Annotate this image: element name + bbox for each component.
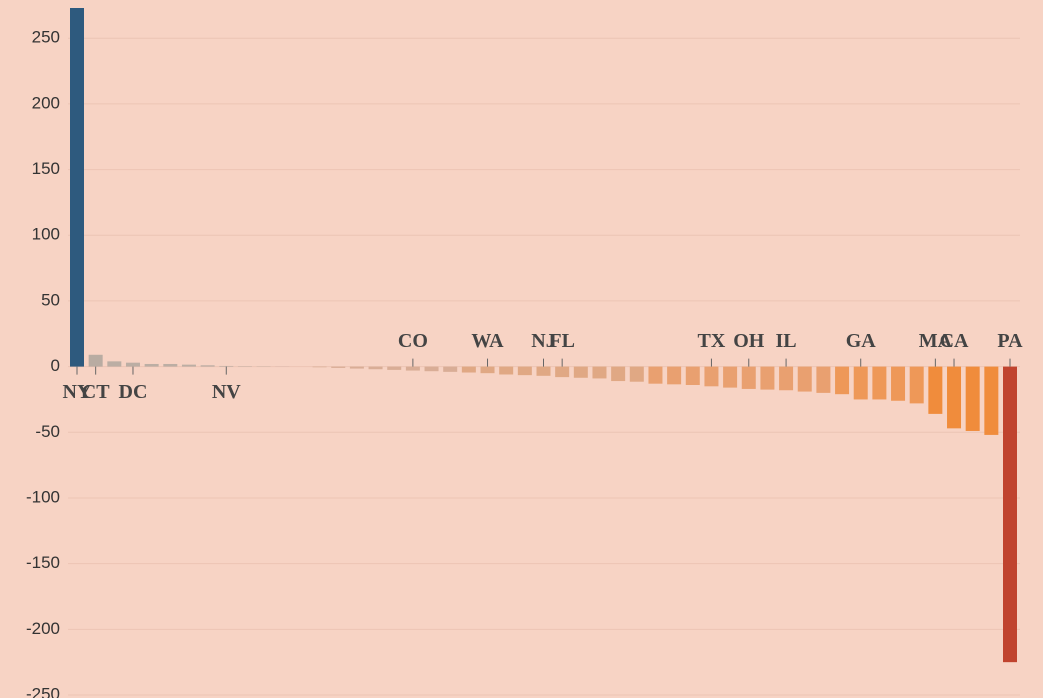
bar — [947, 366, 962, 429]
y-tick-label: -100 — [26, 487, 60, 506]
x-tick-label: IL — [776, 330, 797, 352]
bar — [517, 366, 532, 376]
bar — [424, 366, 439, 372]
y-tick-label: 50 — [41, 290, 60, 309]
bar — [144, 363, 159, 367]
y-tick-label: 150 — [32, 159, 60, 178]
bar — [779, 366, 794, 391]
bar — [741, 366, 756, 389]
bar — [163, 363, 178, 367]
bar — [704, 366, 719, 387]
bar — [797, 366, 812, 392]
bar — [984, 366, 999, 435]
y-tick-label: 200 — [32, 93, 60, 112]
y-tick-label: -150 — [26, 553, 60, 572]
x-tick-label: OH — [733, 330, 765, 352]
bar — [909, 366, 924, 404]
bar — [219, 365, 234, 367]
y-tick-label: 250 — [32, 28, 60, 47]
bar — [592, 366, 607, 379]
bar — [611, 366, 626, 382]
bar — [685, 366, 700, 385]
bar — [891, 366, 906, 401]
bar — [499, 366, 514, 375]
bar — [1003, 366, 1017, 663]
bar — [648, 366, 663, 384]
bar — [331, 366, 346, 368]
y-tick-label: 100 — [32, 225, 60, 244]
bar — [536, 366, 551, 376]
bar — [368, 366, 383, 370]
bar — [312, 366, 327, 368]
bar — [181, 364, 196, 367]
bar — [872, 366, 887, 400]
bar — [928, 366, 943, 414]
bar — [461, 366, 476, 373]
bar — [480, 366, 495, 374]
bar — [573, 366, 588, 378]
x-tick-label: NV — [212, 381, 241, 403]
x-tick-label: PA — [997, 330, 1023, 352]
bar — [200, 365, 215, 367]
x-tick-label: MA — [919, 330, 953, 352]
bar — [70, 8, 84, 367]
x-tick-label: NY — [63, 381, 92, 403]
x-tick-label: CA — [940, 330, 969, 352]
y-tick-label: -200 — [26, 619, 60, 638]
bar — [629, 366, 644, 382]
bar — [443, 366, 458, 372]
y-tick-label: -250 — [26, 684, 60, 698]
bar — [125, 362, 140, 367]
x-tick-label: FL — [549, 330, 575, 352]
bar — [723, 366, 738, 388]
x-tick-label: WA — [471, 330, 504, 352]
x-tick-label: CO — [398, 330, 428, 352]
bar — [853, 366, 868, 400]
y-tick-label: 0 — [51, 356, 60, 375]
bar — [88, 354, 103, 367]
bar — [107, 361, 122, 367]
bar — [405, 366, 420, 371]
bar — [555, 366, 570, 378]
x-tick-label: CT — [82, 381, 110, 403]
y-tick-label: -50 — [35, 422, 60, 441]
bar — [835, 366, 850, 395]
bar — [349, 366, 364, 369]
bar — [760, 366, 775, 390]
bar — [387, 366, 402, 370]
x-tick-label: TX — [698, 330, 726, 352]
x-tick-label: DC — [119, 381, 148, 403]
x-tick-label: GA — [846, 330, 877, 352]
bar — [667, 366, 682, 385]
bar — [816, 366, 831, 393]
bar — [965, 366, 980, 431]
x-tick-label: NJ — [531, 330, 555, 352]
